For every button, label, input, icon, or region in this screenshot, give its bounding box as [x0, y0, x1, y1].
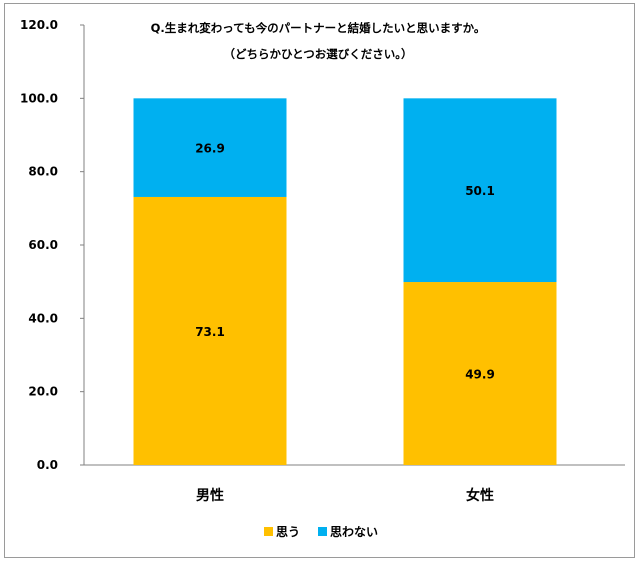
data-labels: 73.1 26.9 49.9 50.1	[195, 142, 495, 382]
y-tick-labels: 0.0 20.0 40.0 60.0 80.0 100.0 120.0	[20, 18, 84, 472]
legend-label: 思わない	[330, 525, 378, 539]
category-label: 男性	[196, 487, 224, 504]
legend-swatch	[264, 527, 273, 536]
legend-label: 思う	[276, 525, 300, 539]
data-label: 49.9	[465, 368, 495, 382]
data-label: 73.1	[195, 325, 225, 339]
bar-segment	[403, 98, 557, 283]
legend-swatch	[318, 527, 327, 536]
bar-segments	[133, 98, 557, 465]
category-labels: 男性 女性	[196, 487, 494, 504]
y-tick-label: 100.0	[20, 91, 58, 105]
legend: 思う 思わない	[264, 525, 378, 539]
category-label: 女性	[466, 487, 494, 504]
bar-segment	[133, 196, 287, 465]
y-tick-label: 80.0	[28, 165, 58, 179]
y-tick-label: 120.0	[20, 18, 58, 32]
data-label: 26.9	[195, 142, 225, 156]
chart-title: Q.生まれ変わっても今のパートナーと結婚したいと思いますか。	[151, 21, 486, 35]
y-tick-label: 20.0	[28, 385, 58, 399]
y-tick-label: 0.0	[37, 458, 58, 472]
chart-subtitle: （どちらかひとつお選びください。）	[224, 47, 413, 61]
bar-segment	[133, 98, 287, 197]
bar-segment	[403, 282, 557, 465]
y-tick-label: 60.0	[28, 238, 58, 252]
y-tick-label: 40.0	[28, 311, 58, 325]
data-label: 50.1	[465, 184, 495, 198]
